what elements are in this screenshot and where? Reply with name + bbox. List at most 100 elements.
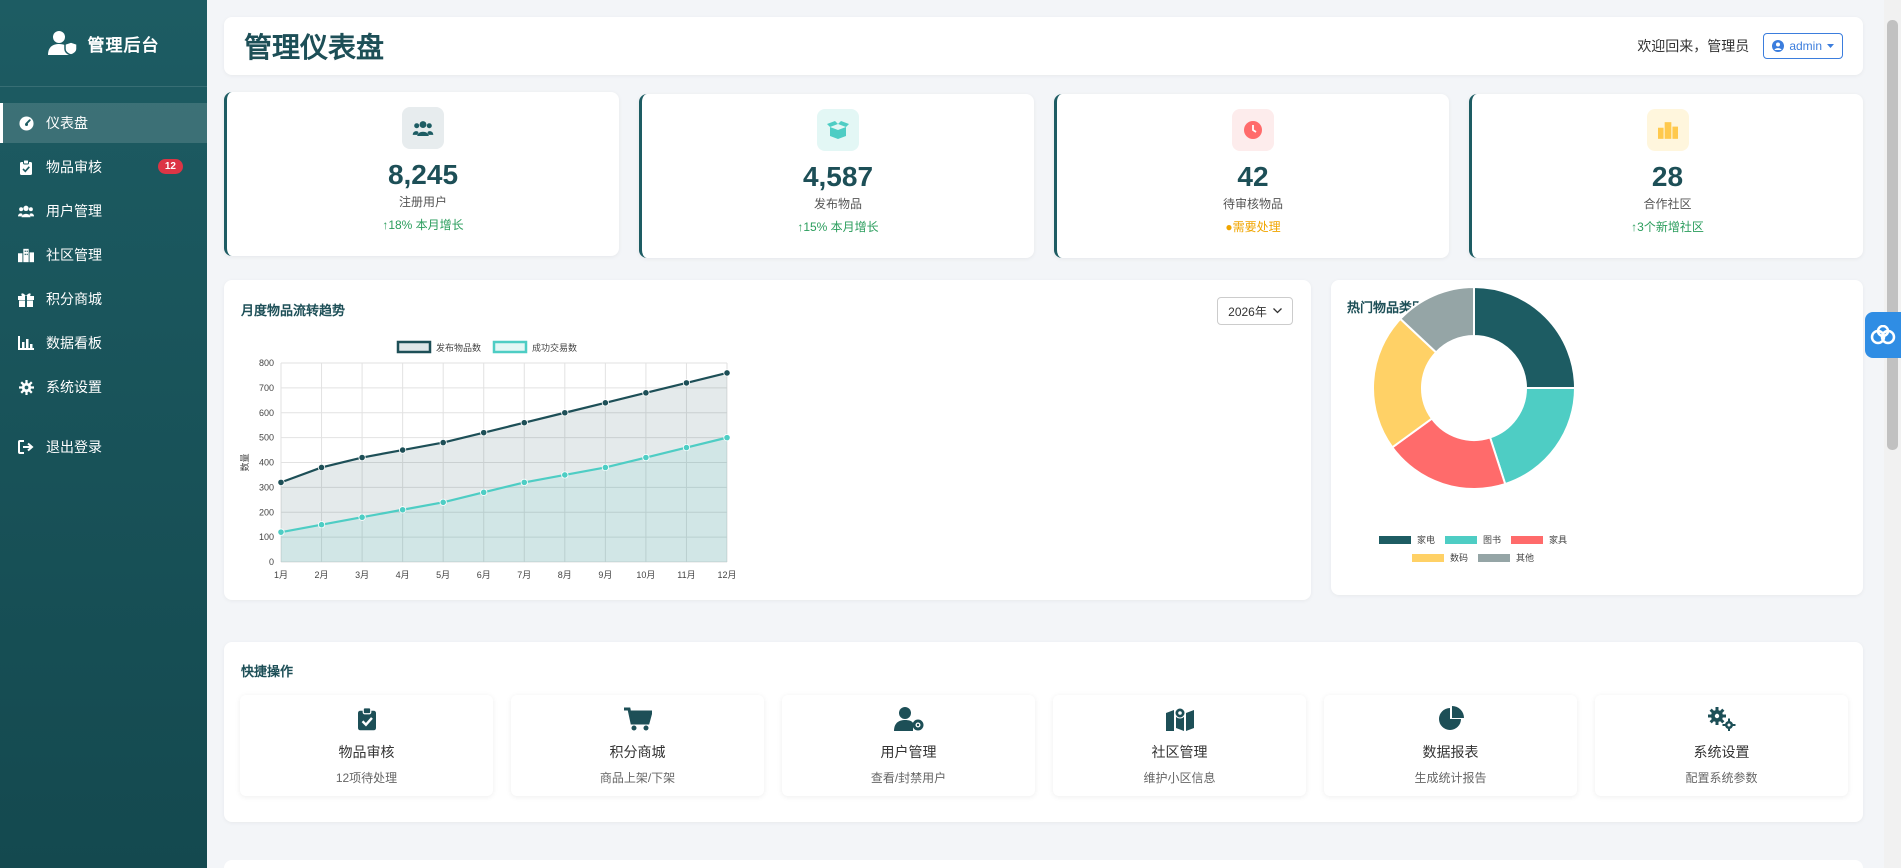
quick-actions-list: 物品审核 12项待处理 积分商城 商品上架/下架 用户管理 查看/封禁用户 社区…	[240, 695, 1848, 796]
quick-action-users[interactable]: 用户管理 查看/封禁用户	[782, 695, 1035, 796]
legend-label: 发布物品数	[436, 342, 481, 353]
data-point	[682, 379, 691, 387]
stat-change-text: 3个新增社区	[1637, 220, 1704, 234]
donut-slice	[1372, 317, 1438, 449]
sidebar-item-dashboard[interactable]: 仪表盘	[0, 103, 207, 143]
stat-change-text: 需要处理	[1232, 220, 1281, 234]
sidebar-item-review[interactable]: 物品审核 12	[0, 147, 207, 187]
quick-action-subtitle: 生成统计报告	[1414, 771, 1487, 785]
legend-swatch	[1445, 536, 1477, 544]
page-title: 管理仪表盘	[244, 32, 385, 63]
clock-icon	[1244, 121, 1262, 139]
stat-change-text: 15% 本月增长	[803, 220, 879, 234]
legend-swatch	[396, 340, 432, 354]
data-point	[317, 521, 326, 529]
scrollbar-thumb[interactable]	[1887, 20, 1898, 450]
sidebar-item-data-board[interactable]: 数据看板	[0, 323, 207, 363]
city-icon	[1657, 121, 1678, 139]
stat-card-pending: 42 待审核物品 ●需要处理	[1054, 94, 1449, 258]
welcome-text: 欢迎回来，管理员	[1637, 38, 1750, 54]
data-point	[358, 453, 366, 462]
clipboard-check-icon	[357, 707, 376, 731]
page-scrollbar[interactable]	[1884, 0, 1901, 868]
donut-slice	[1390, 417, 1507, 490]
donut-slice	[1488, 387, 1577, 486]
quick-action-title: 社区管理	[1151, 744, 1208, 760]
stat-change-text: 18% 本月增长	[388, 218, 464, 232]
sidebar-item-settings[interactable]: 系统设置	[0, 367, 207, 407]
data-point	[642, 453, 650, 462]
quick-action-subtitle: 维护小区信息	[1143, 771, 1216, 785]
x-tick-label: 7月	[517, 570, 531, 580]
user-gear-icon	[893, 707, 923, 731]
quick-action-community[interactable]: 社区管理 维护小区信息	[1053, 695, 1306, 796]
quick-action-reports[interactable]: 数据报表 生成统计报告	[1324, 695, 1577, 796]
arrow-up-icon: ↑	[797, 220, 804, 234]
chevron-down-icon	[1272, 308, 1282, 314]
legend-label: 其他	[1516, 552, 1534, 563]
review-count-badge: 12	[157, 159, 183, 174]
user-menu-label: admin	[1789, 39, 1822, 53]
x-tick-label: 12月	[717, 570, 736, 580]
stat-change: ↑18% 本月增长	[227, 216, 619, 233]
data-point	[480, 429, 488, 437]
legend-swatch	[1412, 554, 1444, 562]
arrow-up-icon: ↑	[382, 218, 389, 232]
data-point	[399, 506, 407, 514]
series-line	[280, 371, 728, 484]
quick-action-title: 物品审核	[338, 744, 395, 760]
exclamation-circle-icon: ●	[1225, 220, 1233, 234]
data-point	[601, 463, 609, 472]
stat-label: 待审核物品	[1222, 197, 1283, 211]
series-area	[281, 437, 727, 562]
floating-assistant-button[interactable]	[1865, 312, 1901, 358]
legend-label: 成功交易数	[532, 342, 577, 353]
legend-label: 家具	[1549, 534, 1567, 545]
legend-swatch	[1379, 536, 1411, 544]
x-tick-label: 6月	[477, 570, 491, 580]
sidebar-item-label: 积分商城	[46, 291, 102, 307]
series-line	[280, 436, 728, 534]
sidebar-item-community[interactable]: 社区管理	[0, 235, 207, 275]
stat-value: 4,587	[802, 161, 874, 192]
data-point	[520, 419, 528, 427]
sidebar-item-label: 用户管理	[46, 203, 102, 219]
quick-action-title: 积分商城	[609, 744, 666, 760]
sidebar: 管理后台 仪表盘 物品审核 12 用户管理 社区管理	[0, 0, 207, 868]
data-point	[277, 478, 285, 486]
donut-slice	[1473, 285, 1577, 389]
quick-action-review[interactable]: 物品审核 12项待处理	[240, 695, 493, 796]
sidebar-item-points-mall[interactable]: 积分商城	[0, 279, 207, 319]
quick-action-mall[interactable]: 积分商城 商品上架/下架	[511, 695, 764, 796]
gears-icon	[1707, 707, 1735, 731]
quick-action-settings[interactable]: 系统设置 配置系统参数	[1595, 695, 1848, 796]
y-tick-label: 200	[259, 507, 274, 517]
x-tick-label: 5月	[436, 570, 450, 580]
y-tick-label: 700	[259, 383, 274, 393]
logout-button[interactable]: 退出登录	[0, 427, 207, 467]
brand[interactable]: 管理后台	[0, 0, 207, 87]
stat-icon-box	[402, 107, 444, 149]
caret-down-icon	[1827, 43, 1834, 48]
sidebar-item-label: 数据看板	[46, 335, 102, 351]
quick-actions-title: 快捷操作	[241, 664, 294, 679]
stat-value: 28	[1651, 161, 1684, 192]
year-select[interactable]: 2026年	[1217, 297, 1293, 325]
users-icon	[412, 121, 434, 136]
clipboard-check-icon	[18, 159, 34, 175]
logout-label: 退出登录	[46, 439, 102, 455]
next-panel-edge	[224, 860, 1863, 868]
trend-chart-panel: 月度物品流转趋势 2026年 0 100 200 300 400 500 600 700 800…	[224, 280, 1311, 600]
x-tick-label: 11月	[677, 570, 695, 580]
stat-card-communities: 28 合作社区 ↑3个新增社区	[1469, 94, 1863, 258]
quick-action-subtitle: 配置系统参数	[1685, 771, 1758, 785]
sidebar-item-users[interactable]: 用户管理	[0, 191, 207, 231]
stat-label: 发布物品	[813, 197, 862, 211]
quick-action-subtitle: 12项待处理	[335, 771, 398, 785]
stat-label: 合作社区	[1643, 197, 1692, 211]
user-menu-button[interactable]: admin	[1763, 33, 1843, 59]
y-tick-label: 300	[259, 482, 274, 492]
stat-value: 8,245	[387, 159, 459, 190]
stat-change: ↑3个新增社区	[1472, 218, 1863, 235]
sidebar-item-label: 系统设置	[46, 379, 102, 395]
